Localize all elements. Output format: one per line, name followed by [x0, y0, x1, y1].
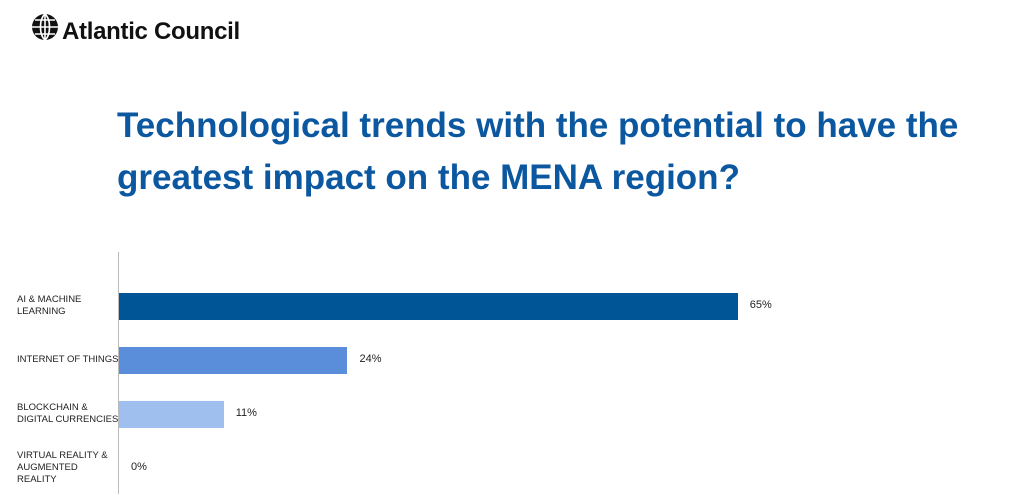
category-label: AI & MACHINE LEARNING [17, 294, 82, 317]
chart-title: Technological trends with the potential … [117, 106, 959, 197]
bar [119, 346, 348, 374]
bar [119, 292, 738, 320]
value-label: 11% [235, 407, 257, 419]
logo-icon [32, 13, 58, 41]
category-label: BLOCKCHAIN & DIGITAL CURRENCIES [17, 402, 119, 425]
axis-line [118, 252, 119, 494]
value-label: 24% [359, 353, 382, 365]
category-label: INTERNET OF THINGS [17, 354, 119, 365]
category-label: VIRTUAL REALITY & AUGMENTED REALITY [17, 450, 108, 485]
brand: Atlantic Council [62, 18, 240, 45]
value-label: 0% [131, 461, 147, 473]
value-label: 65% [749, 299, 772, 311]
bar [119, 400, 224, 428]
